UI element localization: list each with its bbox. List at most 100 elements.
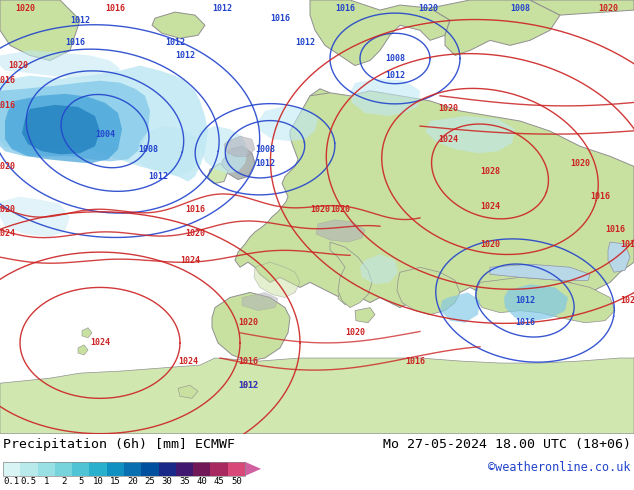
Bar [89,462,107,476]
Text: 1020: 1020 [598,3,618,13]
Bar [107,462,124,476]
Polygon shape [608,242,630,272]
Polygon shape [440,293,480,323]
Polygon shape [208,163,228,184]
Polygon shape [490,264,590,280]
Polygon shape [212,293,290,361]
Polygon shape [360,254,398,284]
Bar [228,462,245,476]
Text: 1008: 1008 [255,145,275,154]
Text: 1012: 1012 [175,51,195,60]
Polygon shape [0,358,634,434]
Text: 1020: 1020 [310,205,330,214]
Text: 1020: 1020 [480,240,500,248]
Text: 1020: 1020 [330,205,350,214]
Text: 2: 2 [61,477,66,486]
Polygon shape [152,12,205,38]
Text: 1012: 1012 [238,381,258,390]
Polygon shape [338,285,358,305]
Polygon shape [242,293,278,311]
Polygon shape [245,462,261,476]
Text: 1016: 1016 [0,76,15,85]
Bar [193,462,210,476]
Polygon shape [316,220,365,242]
Polygon shape [5,94,122,163]
Text: 1020: 1020 [418,3,438,13]
Text: 1012: 1012 [295,38,315,47]
Text: 1008: 1008 [385,54,405,63]
Text: 10: 10 [93,477,103,486]
Bar [124,462,141,476]
Text: 1016: 1016 [620,240,634,248]
Bar [158,462,176,476]
Text: 1020: 1020 [620,296,634,305]
Text: 50: 50 [231,477,242,486]
Polygon shape [345,272,358,285]
Text: 0.1: 0.1 [4,477,20,486]
Bar [3,462,20,476]
Polygon shape [0,81,150,161]
Text: 1012: 1012 [515,296,535,305]
Text: 15: 15 [110,477,120,486]
Text: 1024: 1024 [178,357,198,366]
Bar [37,462,55,476]
Text: 1012: 1012 [148,172,168,181]
Polygon shape [254,262,300,297]
Text: 45: 45 [214,477,224,486]
Polygon shape [330,242,372,308]
Polygon shape [198,126,248,173]
Text: 1012: 1012 [165,38,185,47]
Bar [72,462,89,476]
Text: 1020: 1020 [345,328,365,337]
Text: 1020: 1020 [0,162,15,171]
Text: 1028: 1028 [480,167,500,176]
Polygon shape [425,116,515,153]
Text: 25: 25 [145,477,155,486]
Bar [20,462,37,476]
Polygon shape [258,106,318,141]
Text: ©weatheronline.co.uk: ©weatheronline.co.uk [488,461,630,474]
Text: 1004: 1004 [95,130,115,139]
Bar [176,462,193,476]
Polygon shape [82,328,92,338]
Text: 1016: 1016 [0,101,15,110]
Text: 1012: 1012 [212,3,232,13]
Text: Precipitation (6h) [mm] ECMWF: Precipitation (6h) [mm] ECMWF [3,438,235,451]
Text: 1024: 1024 [0,229,15,239]
Bar [210,462,228,476]
Text: 1012: 1012 [238,381,258,390]
Text: 1020: 1020 [185,229,205,239]
Polygon shape [178,385,198,398]
Polygon shape [138,126,200,176]
Polygon shape [0,66,208,181]
Text: 1020: 1020 [238,318,258,327]
Text: 1016: 1016 [185,205,205,214]
Text: 1016: 1016 [605,225,625,234]
Text: Mo 27-05-2024 18.00 UTC (18+06): Mo 27-05-2024 18.00 UTC (18+06) [383,438,631,451]
Text: 5: 5 [78,477,84,486]
Bar [3,462,245,476]
Text: 1024: 1024 [90,339,110,347]
Text: 1020: 1020 [570,159,590,168]
Text: 1024: 1024 [438,135,458,144]
Text: 1008: 1008 [138,145,158,154]
Polygon shape [22,105,100,154]
Text: 1016: 1016 [590,192,610,201]
Text: 1016: 1016 [65,38,85,47]
Polygon shape [355,308,375,323]
Text: 1020: 1020 [8,61,28,70]
Polygon shape [530,0,634,15]
Text: 40: 40 [197,477,207,486]
Text: 35: 35 [179,477,190,486]
Text: 0.5: 0.5 [21,477,37,486]
Polygon shape [430,0,560,55]
Polygon shape [222,146,255,179]
Polygon shape [224,136,255,156]
Polygon shape [310,0,450,66]
Text: 1: 1 [44,477,49,486]
Text: 1012: 1012 [70,16,90,24]
Polygon shape [310,89,330,106]
Text: 1016: 1016 [105,3,125,13]
Text: 1020: 1020 [0,205,15,214]
Text: 20: 20 [127,477,138,486]
